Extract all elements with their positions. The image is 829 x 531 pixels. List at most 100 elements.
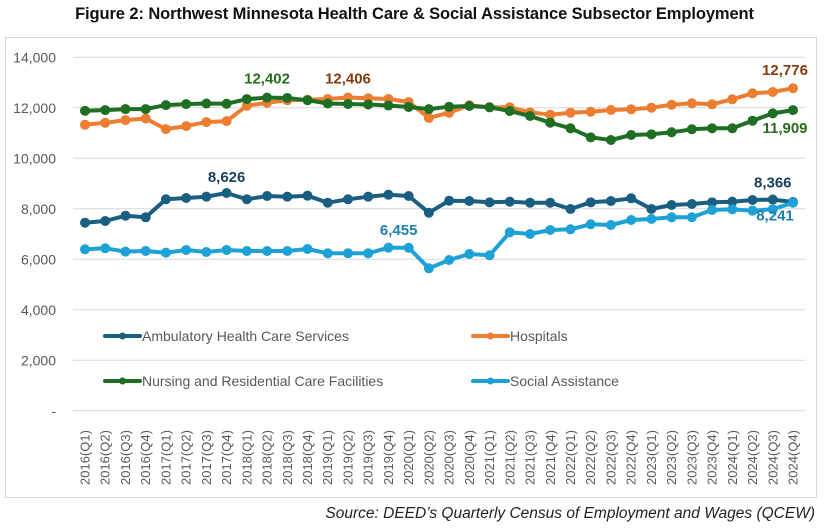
- data-point[interactable]: [100, 117, 111, 128]
- data-point[interactable]: [545, 109, 556, 120]
- data-point[interactable]: [80, 244, 90, 255]
- data-point[interactable]: [201, 117, 212, 128]
- data-point[interactable]: [585, 197, 596, 208]
- data-point[interactable]: [423, 104, 434, 115]
- data-point[interactable]: [686, 212, 697, 223]
- data-point[interactable]: [221, 116, 232, 127]
- data-point[interactable]: [646, 204, 657, 215]
- data-point[interactable]: [464, 248, 475, 259]
- data-point[interactable]: [626, 193, 637, 204]
- data-point[interactable]: [747, 194, 758, 205]
- data-point[interactable]: [160, 247, 171, 258]
- data-point[interactable]: [403, 242, 414, 253]
- data-point[interactable]: [322, 98, 333, 109]
- data-point[interactable]: [727, 94, 738, 105]
- data-point[interactable]: [403, 190, 414, 201]
- data-point[interactable]: [302, 190, 313, 201]
- data-point[interactable]: [201, 98, 212, 109]
- legend-item[interactable]: Nursing and Residential Care Facilities: [103, 373, 383, 389]
- data-point[interactable]: [444, 255, 455, 266]
- data-point[interactable]: [100, 215, 111, 226]
- data-point[interactable]: [666, 212, 677, 223]
- legend-item[interactable]: Hospitals: [471, 328, 568, 344]
- data-point[interactable]: [788, 83, 798, 94]
- data-point[interactable]: [504, 196, 515, 207]
- data-point[interactable]: [262, 190, 273, 201]
- data-point[interactable]: [363, 191, 374, 202]
- data-point[interactable]: [120, 115, 131, 126]
- data-point[interactable]: [686, 98, 697, 109]
- data-point[interactable]: [747, 88, 758, 99]
- data-point[interactable]: [342, 248, 353, 259]
- data-point[interactable]: [585, 106, 596, 117]
- data-point[interactable]: [363, 248, 374, 259]
- data-point[interactable]: [282, 245, 293, 256]
- data-point[interactable]: [686, 199, 697, 210]
- data-point[interactable]: [80, 119, 90, 130]
- data-point[interactable]: [100, 105, 111, 116]
- data-point[interactable]: [666, 199, 677, 210]
- data-point[interactable]: [626, 214, 637, 225]
- data-point[interactable]: [181, 192, 192, 203]
- data-point[interactable]: [605, 195, 616, 206]
- data-point[interactable]: [120, 210, 131, 221]
- data-point[interactable]: [545, 225, 556, 236]
- data-point[interactable]: [565, 123, 576, 134]
- data-point[interactable]: [160, 124, 171, 135]
- data-point[interactable]: [302, 243, 313, 254]
- legend-item[interactable]: Social Assistance: [471, 373, 619, 389]
- data-point[interactable]: [444, 101, 455, 112]
- data-point[interactable]: [605, 104, 616, 115]
- data-point[interactable]: [322, 197, 333, 208]
- data-point[interactable]: [707, 99, 718, 110]
- data-point[interactable]: [383, 100, 394, 111]
- data-point[interactable]: [585, 132, 596, 143]
- data-point[interactable]: [747, 205, 758, 216]
- data-point[interactable]: [80, 105, 90, 116]
- data-point[interactable]: [160, 194, 171, 205]
- data-point[interactable]: [464, 195, 475, 206]
- data-point[interactable]: [262, 245, 273, 256]
- data-point[interactable]: [707, 197, 718, 208]
- data-point[interactable]: [120, 246, 131, 257]
- data-point[interactable]: [342, 99, 353, 110]
- data-point[interactable]: [201, 246, 212, 257]
- data-point[interactable]: [282, 191, 293, 202]
- data-point[interactable]: [545, 197, 556, 208]
- data-point[interactable]: [565, 224, 576, 235]
- data-point[interactable]: [383, 242, 394, 253]
- data-point[interactable]: [646, 129, 657, 140]
- data-point[interactable]: [626, 129, 637, 140]
- data-point[interactable]: [767, 204, 778, 215]
- data-point[interactable]: [241, 245, 252, 256]
- data-point[interactable]: [140, 113, 151, 124]
- data-point[interactable]: [585, 219, 596, 230]
- data-point[interactable]: [484, 102, 495, 113]
- data-point[interactable]: [302, 95, 313, 106]
- data-point[interactable]: [686, 124, 697, 135]
- data-point[interactable]: [403, 102, 414, 113]
- data-point[interactable]: [383, 189, 394, 200]
- data-point[interactable]: [747, 115, 758, 126]
- data-point[interactable]: [181, 121, 192, 132]
- data-point[interactable]: [727, 204, 738, 215]
- data-point[interactable]: [646, 102, 657, 113]
- data-point[interactable]: [767, 86, 778, 97]
- data-point[interactable]: [525, 197, 536, 208]
- data-point[interactable]: [727, 123, 738, 134]
- data-point[interactable]: [241, 194, 252, 205]
- data-point[interactable]: [140, 104, 151, 115]
- data-point[interactable]: [707, 205, 718, 216]
- data-point[interactable]: [342, 194, 353, 205]
- data-point[interactable]: [484, 197, 495, 208]
- data-point[interactable]: [605, 134, 616, 145]
- data-point[interactable]: [423, 263, 434, 274]
- data-point[interactable]: [423, 207, 434, 218]
- data-point[interactable]: [605, 219, 616, 230]
- data-point[interactable]: [363, 99, 374, 110]
- data-point[interactable]: [221, 187, 232, 198]
- data-point[interactable]: [666, 127, 677, 138]
- data-point[interactable]: [444, 195, 455, 206]
- data-point[interactable]: [565, 204, 576, 215]
- legend-item[interactable]: Ambulatory Health Care Services: [103, 328, 349, 344]
